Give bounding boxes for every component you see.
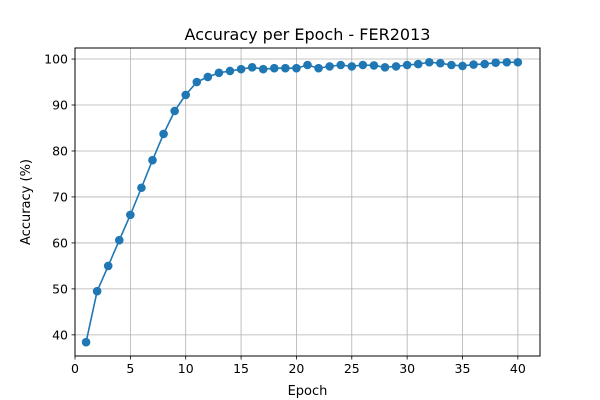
y-tick-label: 60 <box>52 235 68 250</box>
data-point <box>126 210 135 220</box>
data-point <box>480 59 489 69</box>
data-point <box>192 77 202 87</box>
y-tick-label: 80 <box>52 143 68 158</box>
data-point <box>92 286 102 296</box>
data-point <box>458 61 467 71</box>
grid <box>74 48 540 356</box>
data-point <box>402 60 412 70</box>
data-point <box>137 183 146 193</box>
data-point <box>181 90 191 100</box>
data-point <box>281 63 290 73</box>
data-point <box>292 63 301 73</box>
x-tick-label: 20 <box>288 361 304 376</box>
y-tick-label: 70 <box>52 189 68 204</box>
data-point <box>502 57 512 67</box>
x-tick-label: 10 <box>178 361 194 376</box>
data-point <box>469 60 478 69</box>
y-axis-label: Accuracy (%) <box>19 159 34 245</box>
data-point <box>148 155 157 165</box>
series-line <box>85 61 518 343</box>
data-point <box>159 129 168 139</box>
data-point <box>81 337 91 347</box>
data-point <box>170 106 179 116</box>
data-point <box>424 57 434 67</box>
data-point <box>447 60 456 70</box>
x-axis-label: Epoch <box>288 384 328 399</box>
data-point <box>369 61 379 70</box>
y-tick-label: 50 <box>52 281 68 296</box>
data-point <box>269 63 279 73</box>
data-point <box>225 66 235 76</box>
chart-title: Accuracy per Epoch - FER2013 <box>185 25 431 44</box>
data-point <box>247 63 257 72</box>
data-point <box>314 63 323 73</box>
x-tick-label: 40 <box>510 361 526 376</box>
x-tick-label: 0 <box>71 361 79 376</box>
data-point <box>103 261 113 271</box>
x-tick-label: 5 <box>126 361 134 376</box>
x-tick-label: 30 <box>399 361 415 376</box>
data-point <box>303 60 312 70</box>
data-point <box>347 62 357 71</box>
data-point <box>214 68 224 78</box>
x-tick-label: 15 <box>233 361 249 376</box>
x-tick-label: 25 <box>344 361 360 376</box>
data-point <box>114 235 124 245</box>
ticks: 0 5 10 15 20 25 30 35 40 40 50 60 70 80 90 100 <box>44 52 526 376</box>
x-tick-label: 35 <box>455 361 471 376</box>
series-layer <box>81 57 523 347</box>
data-point <box>436 58 445 68</box>
y-tick-label: 90 <box>52 98 68 113</box>
data-point <box>336 60 346 70</box>
data-point <box>258 64 268 74</box>
data-point <box>513 57 523 67</box>
data-point <box>358 60 368 70</box>
plot-frame <box>74 47 541 357</box>
data-point <box>391 62 401 71</box>
data-point <box>380 63 390 72</box>
data-point <box>203 72 213 82</box>
y-tick-label: 100 <box>44 52 68 67</box>
data-point <box>236 64 246 74</box>
data-point <box>325 62 334 71</box>
y-tick-label: 40 <box>52 327 68 342</box>
data-point <box>491 58 501 68</box>
data-point <box>413 59 423 69</box>
